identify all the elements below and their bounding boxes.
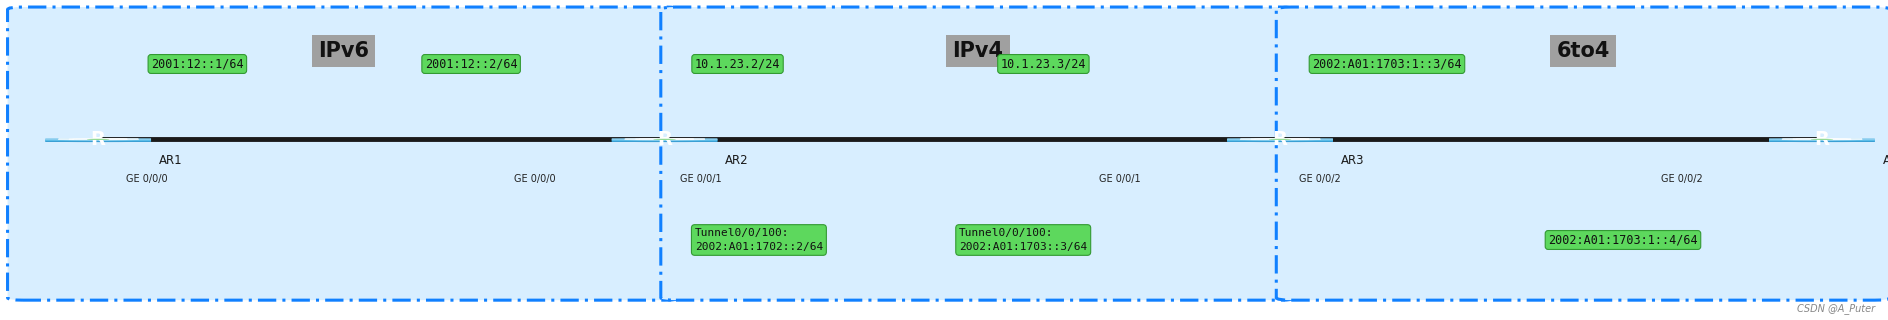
Text: IPv6: IPv6 (317, 41, 370, 61)
Text: GE 0/0/1: GE 0/0/1 (1099, 174, 1140, 184)
Text: GE 0/0/0: GE 0/0/0 (126, 174, 168, 184)
Ellipse shape (612, 139, 717, 140)
Text: GE 0/0/2: GE 0/0/2 (1661, 174, 1703, 184)
Text: R: R (1273, 131, 1288, 149)
Text: Tunnel0/0/100:
2002:A01:1702::2/64: Tunnel0/0/100: 2002:A01:1702::2/64 (695, 228, 823, 252)
Ellipse shape (1769, 139, 1875, 140)
Ellipse shape (45, 140, 151, 141)
Text: Tunnel0/0/100:
2002:A01:1703::3/64: Tunnel0/0/100: 2002:A01:1703::3/64 (959, 228, 1087, 252)
FancyBboxPatch shape (1227, 140, 1333, 141)
Ellipse shape (1227, 139, 1333, 140)
FancyBboxPatch shape (612, 140, 717, 141)
Ellipse shape (653, 139, 676, 140)
FancyBboxPatch shape (661, 7, 1295, 300)
Text: 2002:A01:1703:1::4/64: 2002:A01:1703:1::4/64 (1548, 234, 1697, 246)
Text: 2002:A01:1703:1::3/64: 2002:A01:1703:1::3/64 (1312, 58, 1461, 70)
Text: 2001:12::1/64: 2001:12::1/64 (151, 58, 244, 70)
FancyBboxPatch shape (1276, 7, 1888, 300)
Text: AR3: AR3 (1340, 154, 1365, 167)
Text: AR4: AR4 (1882, 154, 1888, 167)
Text: R: R (91, 131, 106, 149)
FancyBboxPatch shape (1769, 140, 1875, 141)
Text: GE 0/0/1: GE 0/0/1 (680, 174, 721, 184)
Ellipse shape (1811, 139, 1833, 140)
FancyBboxPatch shape (8, 7, 680, 300)
Text: R: R (657, 131, 672, 149)
Text: AR1: AR1 (159, 154, 183, 167)
Ellipse shape (87, 139, 110, 140)
FancyBboxPatch shape (612, 139, 717, 141)
Text: AR2: AR2 (725, 154, 750, 167)
Ellipse shape (1269, 139, 1291, 140)
Ellipse shape (612, 140, 717, 141)
FancyBboxPatch shape (1769, 139, 1875, 141)
FancyBboxPatch shape (45, 140, 151, 141)
Ellipse shape (1227, 140, 1333, 141)
Text: 10.1.23.3/24: 10.1.23.3/24 (1001, 58, 1086, 70)
Text: 2001:12::2/64: 2001:12::2/64 (425, 58, 517, 70)
Ellipse shape (1769, 140, 1875, 141)
Ellipse shape (45, 139, 151, 140)
FancyBboxPatch shape (45, 139, 151, 141)
Text: 6to4: 6to4 (1556, 41, 1610, 61)
Text: IPv4: IPv4 (952, 41, 1004, 61)
FancyBboxPatch shape (1227, 139, 1333, 141)
Text: CSDN @A_Puter: CSDN @A_Puter (1797, 303, 1875, 314)
Text: 10.1.23.2/24: 10.1.23.2/24 (695, 58, 780, 70)
Text: R: R (1814, 131, 1829, 149)
Text: GE 0/0/0: GE 0/0/0 (514, 174, 555, 184)
Text: GE 0/0/2: GE 0/0/2 (1299, 174, 1340, 184)
